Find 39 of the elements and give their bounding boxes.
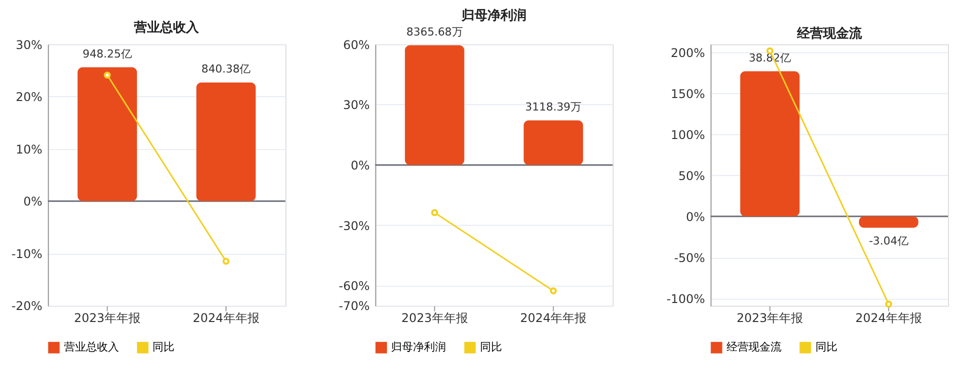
x-tick-label: 2024年年报 — [520, 311, 587, 326]
legend-label: 经营现金流 — [726, 340, 782, 354]
data-label: 948.25亿 — [82, 47, 132, 60]
y-tick-label: 0% — [686, 210, 706, 224]
y-tick-label: 20% — [16, 90, 42, 104]
y-tick-label: 50% — [678, 168, 706, 183]
y-tick-label: -70% — [338, 299, 370, 314]
y-tick-label: 0% — [23, 194, 42, 209]
data-label: 3118.39万 — [525, 100, 582, 114]
legend-label: 归母净利润 — [391, 340, 446, 354]
y-tick-label: 0% — [350, 158, 370, 172]
x-tick-label: 2023年年报 — [74, 311, 141, 326]
chart-title: 营业总收入 — [133, 19, 200, 36]
y-tick-label: 150% — [670, 86, 706, 101]
y-tick-label: -30% — [338, 218, 370, 233]
y-tick-label: -100% — [666, 292, 706, 306]
y-tick-label: 200% — [670, 46, 706, 60]
legend-label: 营业总收入 — [64, 340, 119, 354]
data-label: 8365.68万 — [406, 25, 463, 38]
y-tick-label: 30% — [16, 38, 42, 52]
chart-title: 经营现金流 — [796, 25, 863, 42]
y-tick-label: 100% — [670, 128, 706, 142]
y-tick-label: 10% — [16, 142, 42, 156]
data-label: -3.04亿 — [868, 234, 908, 248]
y-tick-label: 60% — [343, 38, 370, 52]
y-tick-label: -20% — [11, 299, 42, 314]
y-tick-label: -50% — [674, 250, 706, 265]
x-tick-label: 2023年年报 — [736, 311, 804, 326]
y-tick-label: -10% — [11, 246, 42, 261]
legend-label: 同比 — [480, 340, 502, 354]
legend-label: 同比 — [152, 340, 175, 354]
chart-title: 归母净利润 — [460, 7, 526, 24]
x-tick-label: 2024年年报 — [855, 311, 922, 326]
y-tick-label: 30% — [343, 98, 370, 112]
legend-label: 同比 — [815, 340, 838, 354]
y-tick-label: -60% — [338, 279, 370, 294]
x-tick-label: 2023年年报 — [401, 311, 468, 326]
x-tick-label: 2024年年报 — [192, 311, 260, 326]
data-label: 840.38亿 — [201, 62, 251, 76]
